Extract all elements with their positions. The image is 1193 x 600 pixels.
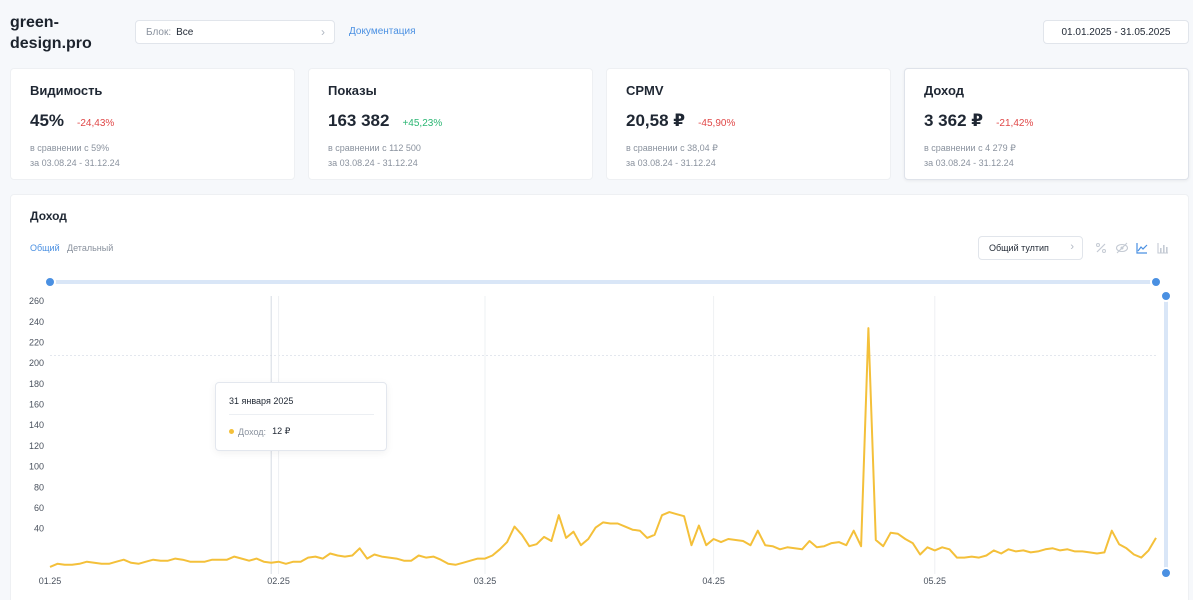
card-title: Показы bbox=[328, 83, 377, 98]
metric-card-cpmv[interactable]: CPMV 20,58 ₽ -45,90% в сравнении с 38,04… bbox=[606, 68, 891, 180]
card-delta: -45,90% bbox=[698, 118, 736, 129]
bar-chart-icon[interactable] bbox=[1156, 241, 1170, 255]
line-chart-icon[interactable] bbox=[1135, 241, 1149, 255]
tab-detailed[interactable]: Детальный bbox=[67, 243, 114, 253]
card-compare: в сравнении с 59% bbox=[30, 143, 110, 153]
card-title: Доход bbox=[924, 83, 964, 98]
percent-icon[interactable] bbox=[1094, 241, 1108, 255]
series-line-income bbox=[49, 327, 1157, 568]
date-range-picker[interactable]: 01.01.2025 - 31.05.2025 bbox=[1043, 20, 1189, 44]
tooltip-value: 12 ₽ bbox=[272, 426, 291, 436]
card-delta: -24,43% bbox=[77, 118, 115, 129]
block-select-label: Блок: bbox=[146, 26, 172, 38]
card-delta: +45,23% bbox=[402, 118, 443, 129]
y-tick-label: 180 bbox=[29, 379, 44, 389]
card-compare: в сравнении с 4 279 ₽ bbox=[924, 143, 1016, 153]
chart-panel: Доход Общий Детальный Общий тултип › bbox=[10, 194, 1189, 600]
x-axis: 01.25 02.25 03.25 04.25 05.25 bbox=[39, 576, 946, 586]
logo[interactable]: green- design.pro bbox=[10, 12, 110, 54]
chevron-right-icon: › bbox=[321, 25, 325, 39]
eye-off-icon[interactable] bbox=[1115, 241, 1129, 255]
x-tick-label: 02.25 bbox=[267, 576, 290, 586]
tooltip-series-name: Доход: bbox=[238, 426, 267, 437]
series-dot-icon bbox=[229, 429, 234, 434]
card-delta: -21,42% bbox=[996, 118, 1034, 129]
documentation-link[interactable]: Документация bbox=[349, 26, 416, 37]
y-tick-label: 260 bbox=[29, 296, 44, 306]
logo-text: green- design.pro bbox=[10, 14, 92, 52]
x-tick-label: 01.25 bbox=[39, 576, 62, 586]
tab-general[interactable]: Общий bbox=[30, 243, 60, 253]
y-tick-label: 160 bbox=[29, 400, 44, 410]
tooltip-divider bbox=[229, 414, 374, 415]
metric-card-income[interactable]: Доход 3 362 ₽ -21,42% в сравнении с 4 27… bbox=[904, 68, 1189, 180]
y-tick-label: 80 bbox=[34, 482, 44, 492]
metric-card-visibility[interactable]: Видимость 45% -24,43% в сравнении с 59% … bbox=[10, 68, 295, 180]
chart-title: Доход bbox=[30, 209, 67, 223]
card-compare: в сравнении с 38,04 ₽ bbox=[626, 143, 718, 153]
range-slider bbox=[44, 276, 1172, 579]
y-tick-label: 120 bbox=[29, 441, 44, 451]
y-tick-label: 220 bbox=[29, 338, 44, 348]
metric-card-impressions[interactable]: Показы 163 382 +45,23% в сравнении с 112… bbox=[308, 68, 593, 180]
y-tick-label: 200 bbox=[29, 358, 44, 368]
tooltip-mode-select[interactable]: Общий тултип › bbox=[978, 236, 1083, 260]
card-value: 163 382 bbox=[328, 111, 390, 130]
x-tick-label: 05.25 bbox=[924, 576, 947, 586]
card-compare: в сравнении с 112 500 bbox=[328, 143, 421, 153]
card-title: CPMV bbox=[626, 83, 664, 98]
card-value: 3 362 ₽ bbox=[924, 111, 984, 130]
card-period: за 03.08.24 - 31.12.24 bbox=[328, 158, 418, 168]
card-period: за 03.08.24 - 31.12.24 bbox=[626, 158, 716, 168]
card-value: 45% bbox=[30, 111, 65, 130]
card-period: за 03.08.24 - 31.12.24 bbox=[924, 158, 1014, 168]
block-select[interactable]: Блок: Все › bbox=[135, 20, 335, 44]
chart-tooltip: 31 января 2025 Доход: 12 ₽ bbox=[215, 382, 387, 451]
y-axis: 40 60 80 100 120 140 160 180 200 220 240 260 bbox=[29, 296, 44, 533]
block-select-value: Все bbox=[176, 26, 194, 38]
x-tick-label: 03.25 bbox=[474, 576, 497, 586]
y-tick-label: 60 bbox=[34, 503, 44, 513]
tooltip-mode-value: Общий тултип bbox=[989, 243, 1049, 253]
card-period: за 03.08.24 - 31.12.24 bbox=[30, 158, 120, 168]
card-title: Видимость bbox=[30, 83, 103, 98]
y-tick-label: 40 bbox=[34, 524, 44, 534]
range-slider-handle[interactable] bbox=[1160, 567, 1172, 579]
y-tick-label: 240 bbox=[29, 317, 44, 327]
range-slider-handle[interactable] bbox=[44, 276, 56, 288]
card-value: 20,58 ₽ bbox=[626, 111, 686, 130]
range-slider-handle[interactable] bbox=[1160, 290, 1172, 302]
tooltip-date: 31 января 2025 bbox=[229, 396, 294, 406]
y-tick-label: 100 bbox=[29, 462, 44, 472]
range-slider-handle[interactable] bbox=[1150, 276, 1162, 288]
x-tick-label: 04.25 bbox=[702, 576, 725, 586]
chevron-right-icon: › bbox=[1070, 241, 1074, 253]
y-tick-label: 140 bbox=[29, 420, 44, 430]
